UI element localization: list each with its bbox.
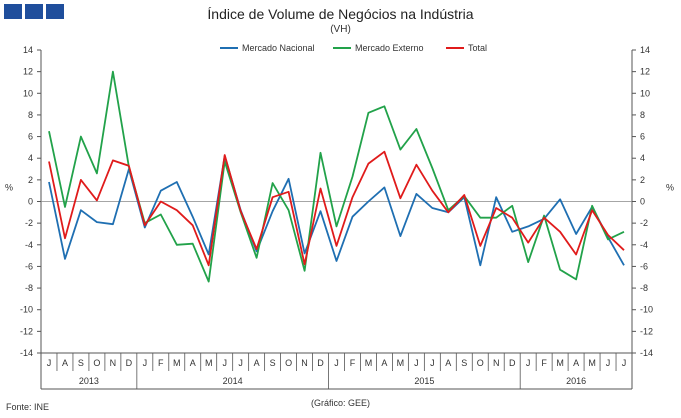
chart-credit: (Gráfico: GEE) — [310, 398, 370, 408]
x-month-label: N — [110, 358, 117, 368]
y-tick-label-left: -6 — [25, 261, 33, 271]
x-month-label: D — [126, 358, 133, 368]
y-tick-label-right: 6 — [640, 132, 645, 142]
x-month-label: A — [254, 358, 260, 368]
y-tick-label-left: -10 — [20, 305, 33, 315]
x-month-label: J — [430, 358, 435, 368]
y-tick-label-right: -2 — [640, 218, 648, 228]
x-month-label: O — [477, 358, 484, 368]
x-month-label: J — [622, 358, 627, 368]
y-tick-label-right: -6 — [640, 261, 648, 271]
y-tick-label-right: -10 — [640, 305, 653, 315]
y-tick-label-left: 2 — [28, 175, 33, 185]
y-tick-label-left: 14 — [23, 45, 33, 55]
x-month-label: O — [285, 358, 292, 368]
y-tick-label-left: -12 — [20, 326, 33, 336]
y-tick-label-right: 2 — [640, 175, 645, 185]
x-month-label: M — [173, 358, 181, 368]
y-tick-label-left: -8 — [25, 283, 33, 293]
series-line-mercado-externo — [48, 70, 625, 283]
x-month-label: J — [143, 358, 148, 368]
x-month-label: A — [62, 358, 68, 368]
x-month-label: A — [445, 358, 451, 368]
legend-label-mercado-externo: Mercado Externo — [355, 43, 424, 53]
source-note: Fonte: INE — [6, 402, 50, 412]
y-tick-label-right: -12 — [640, 326, 653, 336]
series-line-mercado-nacional — [48, 155, 625, 267]
y-axis-label-right: % — [666, 183, 674, 193]
x-month-label: J — [606, 358, 611, 368]
y-tick-label-right: -8 — [640, 283, 648, 293]
x-month-label: J — [222, 358, 227, 368]
x-month-label: J — [238, 358, 243, 368]
x-year-label: 2014 — [223, 376, 243, 386]
x-month-label: F — [158, 358, 164, 368]
y-tick-label-right: 4 — [640, 153, 645, 163]
x-month-label: M — [556, 358, 564, 368]
y-tick-label-right: 8 — [640, 110, 645, 120]
y-tick-label-left: -14 — [20, 348, 33, 358]
x-month-label: S — [78, 358, 84, 368]
x-year-label: 2013 — [79, 376, 99, 386]
x-month-label: O — [93, 358, 100, 368]
logo-square — [4, 4, 22, 19]
x-month-label: F — [350, 358, 356, 368]
x-month-label: J — [526, 358, 531, 368]
logo-square — [46, 4, 64, 19]
x-month-label: J — [47, 358, 52, 368]
x-month-label: N — [301, 358, 308, 368]
x-month-label: F — [541, 358, 547, 368]
legend-label-mercado-nacional: Mercado Nacional — [242, 43, 315, 53]
y-tick-label-left: 8 — [28, 110, 33, 120]
x-month-label: S — [270, 358, 276, 368]
x-month-label: N — [493, 358, 500, 368]
logo-square — [25, 4, 43, 19]
x-month-label: M — [365, 358, 373, 368]
legend-label-total: Total — [468, 43, 487, 53]
y-axis-label-left: % — [5, 183, 13, 193]
y-tick-label-left: 6 — [28, 132, 33, 142]
x-month-label: J — [334, 358, 339, 368]
ine-logo — [4, 4, 64, 19]
y-tick-label-right: -14 — [640, 348, 653, 358]
y-tick-label-left: 12 — [23, 67, 33, 77]
x-month-label: D — [317, 358, 324, 368]
y-tick-label-right: 14 — [640, 45, 650, 55]
y-tick-label-left: -4 — [25, 240, 33, 250]
y-tick-label-left: 10 — [23, 88, 33, 98]
y-tick-label-right: 10 — [640, 88, 650, 98]
y-tick-label-left: 4 — [28, 153, 33, 163]
y-tick-label-right: 0 — [640, 197, 645, 207]
x-year-label: 2016 — [566, 376, 586, 386]
series-line-total — [48, 150, 625, 267]
x-month-label: A — [190, 358, 196, 368]
x-month-label: M — [205, 358, 213, 368]
x-month-label: A — [573, 358, 579, 368]
chart-subtitle: (VH) — [330, 24, 351, 35]
y-tick-label-left: -2 — [25, 218, 33, 228]
x-month-label: M — [397, 358, 405, 368]
x-month-label: J — [414, 358, 419, 368]
x-month-label: S — [461, 358, 467, 368]
y-tick-label-right: 12 — [640, 67, 650, 77]
y-tick-label-left: 0 — [28, 197, 33, 207]
x-month-label: A — [381, 358, 387, 368]
y-tick-label-right: -4 — [640, 240, 648, 250]
x-month-label: D — [509, 358, 516, 368]
x-month-label: M — [588, 358, 596, 368]
chart-title: Índice de Volume de Negócios na Indústri… — [207, 6, 474, 22]
x-year-label: 2015 — [414, 376, 434, 386]
